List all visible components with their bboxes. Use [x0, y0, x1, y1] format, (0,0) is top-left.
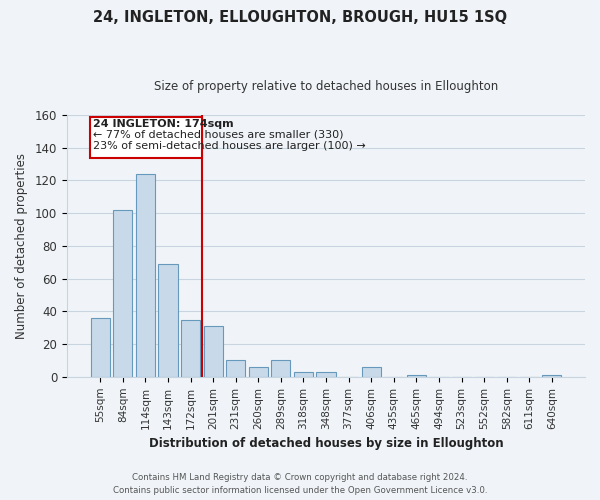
Text: 23% of semi-detached houses are larger (100) →: 23% of semi-detached houses are larger (…	[94, 141, 366, 151]
Bar	[248, 367, 268, 377]
Y-axis label: Number of detached properties: Number of detached properties	[15, 153, 28, 339]
Bar	[294, 372, 313, 377]
Bar	[158, 264, 178, 377]
Title: Size of property relative to detached houses in Elloughton: Size of property relative to detached ho…	[154, 80, 498, 93]
Bar	[407, 375, 426, 377]
Bar	[316, 372, 335, 377]
Bar	[226, 360, 245, 377]
Bar	[113, 210, 133, 377]
FancyBboxPatch shape	[90, 116, 202, 158]
Text: Contains HM Land Registry data © Crown copyright and database right 2024.
Contai: Contains HM Land Registry data © Crown c…	[113, 473, 487, 495]
Text: 24, INGLETON, ELLOUGHTON, BROUGH, HU15 1SQ: 24, INGLETON, ELLOUGHTON, BROUGH, HU15 1…	[93, 10, 507, 25]
Text: ← 77% of detached houses are smaller (330): ← 77% of detached houses are smaller (33…	[94, 130, 344, 140]
Bar	[181, 320, 200, 377]
Bar	[91, 318, 110, 377]
Bar	[203, 326, 223, 377]
Bar	[362, 367, 381, 377]
Text: 24 INGLETON: 174sqm: 24 INGLETON: 174sqm	[94, 119, 234, 129]
Bar	[271, 360, 290, 377]
Bar	[136, 174, 155, 377]
X-axis label: Distribution of detached houses by size in Elloughton: Distribution of detached houses by size …	[149, 437, 503, 450]
Bar	[542, 375, 562, 377]
